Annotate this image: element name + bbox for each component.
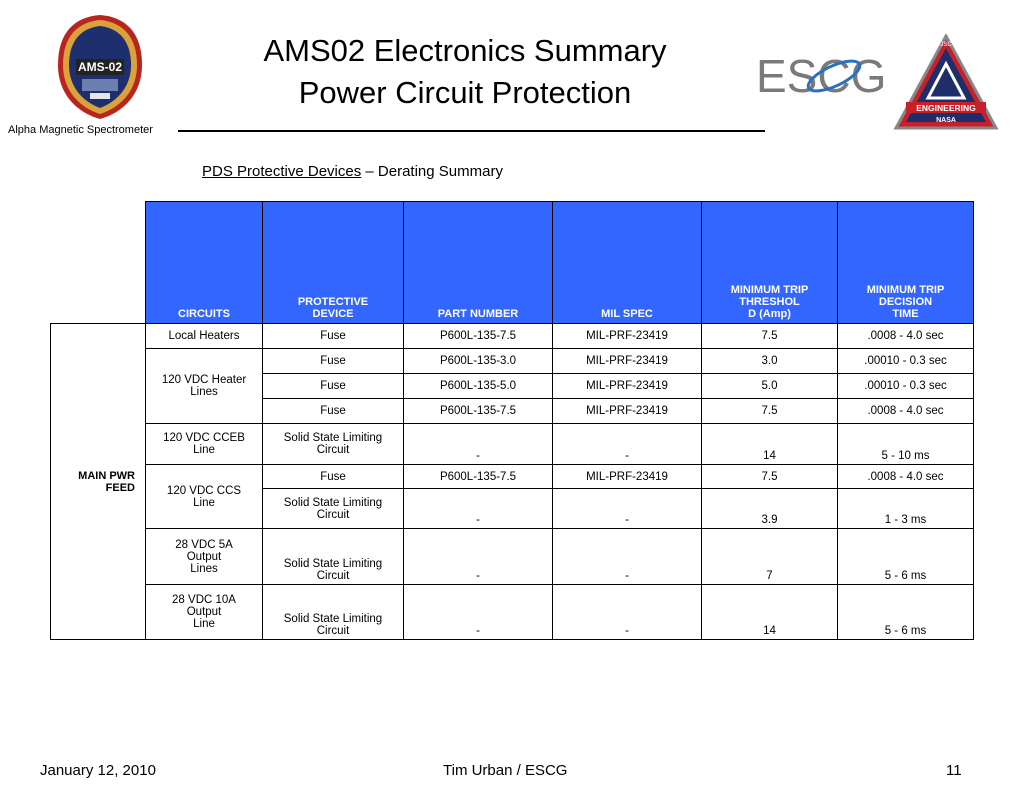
section-heading: PDS Protective Devices – Derating Summar… xyxy=(202,163,503,180)
ams02-logo-text: AMS-02 xyxy=(78,60,122,74)
table-row: MAIN PWR FEED Local Heaters Fuse P600L-1… xyxy=(50,323,974,640)
part-number-cell: P600L-135-7.5 xyxy=(403,398,553,424)
slide-title-line1: AMS02 Electronics Summary xyxy=(263,33,667,68)
header-protective-device: PROTECTIVE DEVICE xyxy=(262,201,404,324)
device-cell: Solid State Limiting Circuit xyxy=(262,584,404,640)
table-row: 28 VDC 10A Output Line Solid State Limit… xyxy=(51,584,974,640)
group-label-main-pwr-feed: MAIN PWR FEED xyxy=(50,323,146,640)
mil-spec-cell: - xyxy=(552,488,702,529)
device-cell: Fuse xyxy=(262,398,404,424)
table-row: 28 VDC 5A Output Lines Solid State Limit… xyxy=(51,528,974,585)
mil-spec-cell: MIL-PRF-23419 xyxy=(552,348,702,374)
circuit-cell: 28 VDC 5A Output Lines xyxy=(145,528,263,585)
header-part-number: PART NUMBER xyxy=(403,201,553,324)
decision-time-cell: .0008 - 4.0 sec xyxy=(837,398,974,424)
slide-title-line2: Power Circuit Protection xyxy=(298,75,632,110)
circuit-cell: 120 VDC CCEB Line xyxy=(145,423,263,465)
part-number-cell: P600L-135-5.0 xyxy=(403,373,553,399)
part-number-cell: - xyxy=(403,488,553,529)
organization-subtitle: Alpha Magnetic Spectrometer xyxy=(8,124,153,136)
circuit-cell: 28 VDC 10A Output Line xyxy=(145,584,263,640)
header-mil-spec: MIL SPEC xyxy=(552,201,702,324)
part-number-cell: P600L-135-7.5 xyxy=(403,464,553,489)
jsc-text: JSC xyxy=(940,42,952,48)
circuit-cell: 120 VDC Heater Lines xyxy=(145,348,263,424)
decision-time-cell: .0008 - 4.0 sec xyxy=(837,464,974,489)
decision-time-cell: .00010 - 0.3 sec xyxy=(837,348,974,374)
table-header-row: CIRCUITS PROTECTIVE DEVICE PART NUMBER M… xyxy=(50,201,974,324)
device-cell: Solid State Limiting Circuit xyxy=(262,528,404,585)
escg-logo-text: ESCG xyxy=(756,50,886,102)
mil-spec-cell: MIL-PRF-23419 xyxy=(552,398,702,424)
mil-spec-cell: MIL-PRF-23419 xyxy=(552,323,702,349)
threshold-cell: 5.0 xyxy=(701,373,838,399)
mil-spec-cell: MIL-PRF-23419 xyxy=(552,373,702,399)
mil-spec-cell: - xyxy=(552,423,702,465)
decision-time-cell: .0008 - 4.0 sec xyxy=(837,323,974,349)
part-number-cell: P600L-135-7.5 xyxy=(403,323,553,349)
footer-author: Tim Urban / ESCG xyxy=(443,762,568,779)
table-row: 120 VDC Heater Lines Fuse P600L-135-3.0 … xyxy=(51,348,974,424)
mil-spec-cell: - xyxy=(552,584,702,640)
nasa-text: NASA xyxy=(936,117,956,124)
decision-time-cell: 5 - 10 ms xyxy=(837,423,974,465)
decision-time-cell: 5 - 6 ms xyxy=(837,528,974,585)
table-row: 120 VDC CCS Line Fuse P600L-135-7.5 MIL-… xyxy=(51,464,974,529)
threshold-cell: 7.5 xyxy=(701,398,838,424)
part-number-cell: - xyxy=(403,528,553,585)
part-number-cell: - xyxy=(403,584,553,640)
table-row: 120 VDC CCEB Line Solid State Limiting C… xyxy=(51,423,974,465)
circuit-cell: 120 VDC CCS Line xyxy=(145,464,263,529)
part-number-cell: - xyxy=(403,423,553,465)
table-row: Solid State Limiting Circuit - - 3.9 1 -… xyxy=(51,488,974,529)
device-cell: Fuse xyxy=(262,373,404,399)
heading-rest: – Derating Summary xyxy=(361,163,503,180)
device-cell: Fuse xyxy=(262,464,404,489)
device-cell: Fuse xyxy=(262,348,404,374)
threshold-cell: 14 xyxy=(701,584,838,640)
footer-page-number: 11 xyxy=(946,762,962,779)
threshold-cell: 7.5 xyxy=(701,464,838,489)
header-blank-cell xyxy=(50,201,146,324)
device-cell: Fuse xyxy=(262,323,404,349)
threshold-cell: 3.9 xyxy=(701,488,838,529)
heading-underlined-part: PDS Protective Devices xyxy=(202,163,362,180)
header-min-trip-threshold: MINIMUM TRIP THRESHOL D (Amp) xyxy=(701,201,838,324)
mil-spec-cell: MIL-PRF-23419 xyxy=(552,464,702,489)
threshold-cell: 3.0 xyxy=(701,348,838,374)
footer-date: January 12, 2010 xyxy=(40,762,156,779)
threshold-cell: 7.5 xyxy=(701,323,838,349)
header-min-trip-decision-time: MINIMUM TRIP DECISION TIME xyxy=(837,201,974,324)
escg-logo: ESCG xyxy=(756,50,886,102)
device-cell: Solid State Limiting Circuit xyxy=(262,488,404,529)
threshold-cell: 7 xyxy=(701,528,838,585)
jsc-engineering-nasa-logo: JSC ENGINEERING NASA xyxy=(893,34,999,130)
threshold-cell: 14 xyxy=(701,423,838,465)
table-row: Fuse P600L-135-7.5 MIL-PRF-23419 7.5 .00… xyxy=(51,398,974,424)
ams02-mission-patch-logo: AMS-02 xyxy=(58,15,142,119)
circuit-cell: Local Heaters xyxy=(145,323,263,349)
header-circuits: CIRCUITS xyxy=(145,201,263,324)
engineering-text: ENGINEERING xyxy=(916,103,976,113)
mil-spec-cell: - xyxy=(552,528,702,585)
derating-summary-table: CIRCUITS PROTECTIVE DEVICE PART NUMBER M… xyxy=(50,201,974,640)
decision-time-cell: .00010 - 0.3 sec xyxy=(837,373,974,399)
decision-time-cell: 5 - 6 ms xyxy=(837,584,974,640)
part-number-cell: P600L-135-3.0 xyxy=(403,348,553,374)
decision-time-cell: 1 - 3 ms xyxy=(837,488,974,529)
table-row: Fuse P600L-135-5.0 MIL-PRF-23419 5.0 .00… xyxy=(51,373,974,399)
device-cell: Solid State Limiting Circuit xyxy=(262,423,404,465)
header-divider-rule xyxy=(178,130,765,132)
